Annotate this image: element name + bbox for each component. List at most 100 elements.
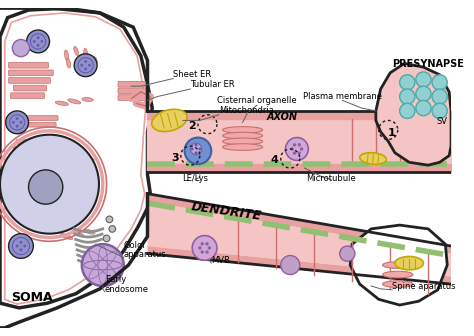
Ellipse shape	[383, 271, 413, 278]
Circle shape	[103, 235, 110, 242]
Ellipse shape	[64, 50, 69, 61]
Circle shape	[432, 75, 447, 90]
Ellipse shape	[70, 156, 82, 161]
FancyBboxPatch shape	[9, 62, 48, 68]
Ellipse shape	[83, 159, 94, 162]
Text: 3: 3	[171, 153, 179, 163]
FancyBboxPatch shape	[13, 146, 50, 151]
Circle shape	[400, 89, 415, 104]
Text: 2: 2	[188, 121, 196, 131]
Text: Cisternal organelle: Cisternal organelle	[217, 96, 297, 105]
Circle shape	[432, 89, 447, 104]
Circle shape	[293, 152, 296, 155]
Polygon shape	[0, 8, 152, 308]
FancyBboxPatch shape	[16, 160, 56, 165]
Polygon shape	[147, 246, 451, 284]
Circle shape	[201, 242, 204, 246]
Circle shape	[82, 244, 124, 286]
Circle shape	[192, 236, 217, 260]
Ellipse shape	[152, 109, 187, 132]
FancyBboxPatch shape	[118, 81, 146, 87]
Ellipse shape	[58, 158, 72, 162]
Circle shape	[12, 40, 29, 57]
Ellipse shape	[383, 281, 413, 287]
Circle shape	[191, 143, 202, 155]
Circle shape	[205, 242, 209, 246]
Circle shape	[184, 137, 211, 164]
Circle shape	[28, 170, 63, 204]
Circle shape	[416, 100, 431, 116]
Circle shape	[23, 245, 26, 247]
Circle shape	[74, 54, 97, 77]
Text: LE/Lys: LE/Lys	[182, 174, 208, 183]
Ellipse shape	[55, 101, 68, 106]
Text: AXON: AXON	[266, 113, 298, 122]
FancyBboxPatch shape	[16, 116, 58, 120]
Circle shape	[201, 250, 204, 254]
Circle shape	[27, 30, 49, 53]
Circle shape	[195, 144, 198, 146]
Circle shape	[205, 250, 209, 254]
Circle shape	[298, 152, 301, 155]
Circle shape	[432, 103, 447, 119]
FancyBboxPatch shape	[9, 70, 53, 76]
Ellipse shape	[223, 132, 263, 139]
Ellipse shape	[223, 127, 263, 133]
Polygon shape	[385, 83, 438, 158]
Ellipse shape	[68, 99, 81, 104]
Circle shape	[33, 40, 36, 43]
Circle shape	[285, 137, 308, 160]
Text: Golgi
apparatus: Golgi apparatus	[124, 241, 166, 259]
Circle shape	[291, 147, 294, 151]
Circle shape	[84, 68, 87, 71]
Text: Mitochondria: Mitochondria	[219, 106, 274, 115]
FancyBboxPatch shape	[20, 168, 63, 173]
Circle shape	[16, 117, 18, 120]
FancyBboxPatch shape	[10, 93, 45, 98]
FancyBboxPatch shape	[13, 122, 56, 127]
Text: MVB: MVB	[211, 256, 230, 265]
Circle shape	[12, 121, 15, 124]
Circle shape	[298, 143, 301, 146]
Circle shape	[19, 121, 22, 124]
Circle shape	[191, 148, 194, 151]
Circle shape	[400, 103, 415, 119]
Ellipse shape	[60, 234, 73, 240]
Circle shape	[198, 246, 201, 250]
Text: SOMA: SOMA	[11, 291, 53, 304]
FancyBboxPatch shape	[13, 85, 46, 91]
Circle shape	[19, 248, 22, 251]
FancyBboxPatch shape	[118, 88, 146, 94]
Ellipse shape	[82, 97, 93, 101]
Polygon shape	[147, 194, 451, 254]
Circle shape	[88, 64, 91, 67]
Polygon shape	[147, 201, 451, 277]
Text: Microtubule: Microtubule	[306, 174, 356, 183]
Circle shape	[9, 234, 33, 258]
Circle shape	[16, 245, 18, 247]
Circle shape	[6, 111, 28, 134]
Circle shape	[199, 148, 201, 151]
Text: Tubular ER: Tubular ER	[191, 80, 235, 89]
FancyBboxPatch shape	[118, 95, 146, 100]
Circle shape	[400, 75, 415, 90]
Ellipse shape	[395, 256, 423, 270]
Ellipse shape	[223, 144, 263, 151]
Text: DENDRITE: DENDRITE	[191, 200, 263, 222]
Circle shape	[208, 246, 211, 250]
Text: 1: 1	[387, 128, 395, 138]
Circle shape	[416, 86, 431, 101]
Circle shape	[109, 225, 116, 232]
Circle shape	[300, 147, 303, 151]
Circle shape	[195, 151, 198, 154]
Circle shape	[81, 64, 83, 67]
Ellipse shape	[360, 153, 386, 164]
Circle shape	[84, 60, 87, 63]
Polygon shape	[350, 225, 447, 305]
Circle shape	[106, 216, 113, 223]
Circle shape	[19, 241, 22, 244]
Text: 4: 4	[271, 155, 279, 165]
FancyBboxPatch shape	[16, 139, 53, 144]
Circle shape	[416, 72, 431, 87]
Ellipse shape	[74, 46, 79, 55]
